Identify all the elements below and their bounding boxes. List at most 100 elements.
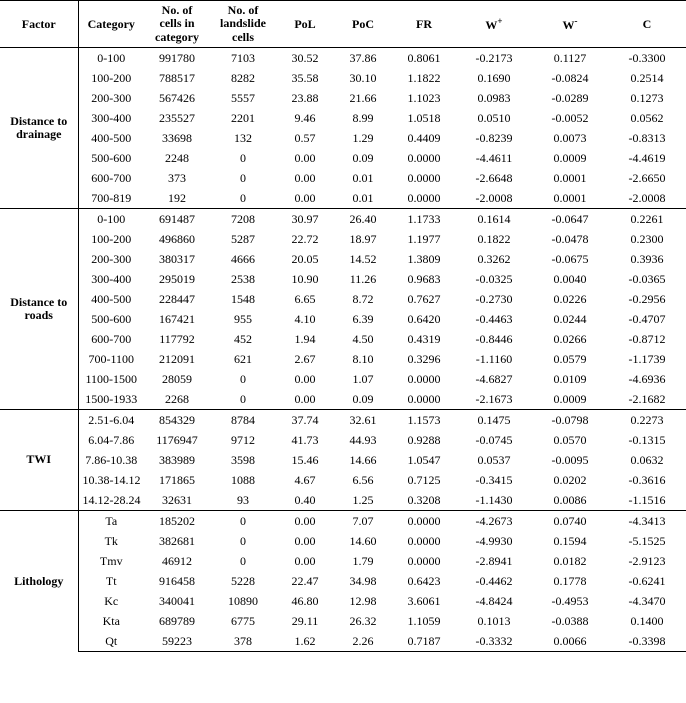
- data-cell: -1.1160: [456, 349, 532, 369]
- data-cell: -0.3415: [456, 470, 532, 490]
- data-cell: 1.1023: [392, 88, 456, 108]
- header-factor: Factor: [0, 1, 78, 48]
- data-cell: 200-300: [78, 88, 144, 108]
- data-cell: 1500-1933: [78, 389, 144, 410]
- data-cell: 621: [210, 349, 276, 369]
- table-row: 1500-1933226800.000.090.0000-2.16730.000…: [0, 389, 686, 410]
- data-cell: 496860: [144, 229, 210, 249]
- data-cell: 10.90: [276, 269, 334, 289]
- data-cell: -0.0388: [532, 611, 608, 631]
- data-cell: 171865: [144, 470, 210, 490]
- data-cell: 0.1822: [456, 229, 532, 249]
- data-cell: 6775: [210, 611, 276, 631]
- data-cell: -0.4463: [456, 309, 532, 329]
- data-cell: -0.0824: [532, 68, 608, 88]
- data-cell: 0.1614: [456, 209, 532, 230]
- table-row: 400-500336981320.571.290.4409-0.82390.00…: [0, 128, 686, 148]
- data-cell: 59223: [144, 631, 210, 652]
- table-row: Qt592233781.622.260.7187-0.33320.0066-0.…: [0, 631, 686, 652]
- table-row: TWI2.51-6.04854329878437.7432.611.15730.…: [0, 410, 686, 431]
- data-cell: 0.0570: [532, 430, 608, 450]
- data-cell: Kc: [78, 591, 144, 611]
- table-row: 700-11002120916212.678.100.3296-1.11600.…: [0, 349, 686, 369]
- data-cell: 0.0632: [608, 450, 686, 470]
- data-cell: 20.05: [276, 249, 334, 269]
- data-cell: -4.3470: [608, 591, 686, 611]
- data-cell: 46912: [144, 551, 210, 571]
- data-cell: 32631: [144, 490, 210, 511]
- header-category: Category: [78, 1, 144, 48]
- data-cell: -0.0798: [532, 410, 608, 431]
- data-cell: 37.74: [276, 410, 334, 431]
- data-cell: 1.79: [334, 551, 392, 571]
- data-cell: 7.86-10.38: [78, 450, 144, 470]
- table-row: Kc3400411089046.8012.983.6061-4.8424-0.4…: [0, 591, 686, 611]
- data-cell: 228447: [144, 289, 210, 309]
- factor-cell: Distance todrainage: [0, 48, 78, 209]
- data-cell: -2.0008: [456, 188, 532, 209]
- data-cell: 9712: [210, 430, 276, 450]
- data-cell: 2.26: [334, 631, 392, 652]
- data-cell: -0.8313: [608, 128, 686, 148]
- header-landslide: No. oflandslidecells: [210, 1, 276, 48]
- data-cell: -1.1516: [608, 490, 686, 511]
- data-cell: 32.61: [334, 410, 392, 431]
- data-cell: 6.04-7.86: [78, 430, 144, 450]
- data-cell: 0.2300: [608, 229, 686, 249]
- data-cell: 0.0086: [532, 490, 608, 511]
- data-cell: 8.72: [334, 289, 392, 309]
- data-cell: -0.3616: [608, 470, 686, 490]
- data-cell: 0.0000: [392, 511, 456, 532]
- data-cell: 7208: [210, 209, 276, 230]
- data-cell: 1.29: [334, 128, 392, 148]
- table-row: 300-40023552722019.468.991.05180.0510-0.…: [0, 108, 686, 128]
- data-cell: 1.1573: [392, 410, 456, 431]
- data-cell: 4.50: [334, 329, 392, 349]
- data-cell: 788517: [144, 68, 210, 88]
- data-cell: 46.80: [276, 591, 334, 611]
- data-cell: 5557: [210, 88, 276, 108]
- data-cell: 0.4319: [392, 329, 456, 349]
- data-cell: 212091: [144, 349, 210, 369]
- data-cell: -0.0675: [532, 249, 608, 269]
- table-row: 100-200788517828235.5830.101.18220.1690-…: [0, 68, 686, 88]
- data-cell: 0.1273: [608, 88, 686, 108]
- data-cell: 44.93: [334, 430, 392, 450]
- table-row: 6.04-7.861176947971241.7344.930.9288-0.0…: [0, 430, 686, 450]
- data-cell: 10.38-14.12: [78, 470, 144, 490]
- table-header: Factor Category No. ofcells incategory N…: [0, 1, 686, 48]
- factor-cell: TWI: [0, 410, 78, 511]
- data-cell: -0.3300: [608, 48, 686, 69]
- data-cell: 0.0740: [532, 511, 608, 532]
- table-row: 600-70037300.000.010.0000-2.66480.0001-2…: [0, 168, 686, 188]
- table-row: 200-300567426555723.8821.661.10230.0983-…: [0, 88, 686, 108]
- data-table: Factor Category No. ofcells incategory N…: [0, 0, 686, 652]
- data-cell: 8.99: [334, 108, 392, 128]
- data-cell: 192: [144, 188, 210, 209]
- table-body: Distance todrainage0-100991780710330.523…: [0, 48, 686, 652]
- data-cell: 854329: [144, 410, 210, 431]
- data-cell: 1.1733: [392, 209, 456, 230]
- data-cell: Tk: [78, 531, 144, 551]
- data-cell: 0.0562: [608, 108, 686, 128]
- data-cell: 28059: [144, 369, 210, 389]
- data-cell: -0.0052: [532, 108, 608, 128]
- data-cell: 1.1822: [392, 68, 456, 88]
- data-cell: -4.6827: [456, 369, 532, 389]
- data-cell: 0.3208: [392, 490, 456, 511]
- data-cell: -0.0745: [456, 430, 532, 450]
- table-row: Distance todrainage0-100991780710330.523…: [0, 48, 686, 69]
- data-cell: 600-700: [78, 329, 144, 349]
- table-row: 600-7001177924521.944.500.4319-0.84460.0…: [0, 329, 686, 349]
- data-cell: -0.0365: [608, 269, 686, 289]
- data-cell: 1548: [210, 289, 276, 309]
- data-cell: 0.0266: [532, 329, 608, 349]
- data-cell: -4.9930: [456, 531, 532, 551]
- data-cell: 4.67: [276, 470, 334, 490]
- data-cell: 33698: [144, 128, 210, 148]
- data-cell: 41.73: [276, 430, 334, 450]
- data-cell: 0.3936: [608, 249, 686, 269]
- data-cell: 0.0109: [532, 369, 608, 389]
- table-row: LithologyTa18520200.007.070.0000-4.26730…: [0, 511, 686, 532]
- data-cell: 382681: [144, 531, 210, 551]
